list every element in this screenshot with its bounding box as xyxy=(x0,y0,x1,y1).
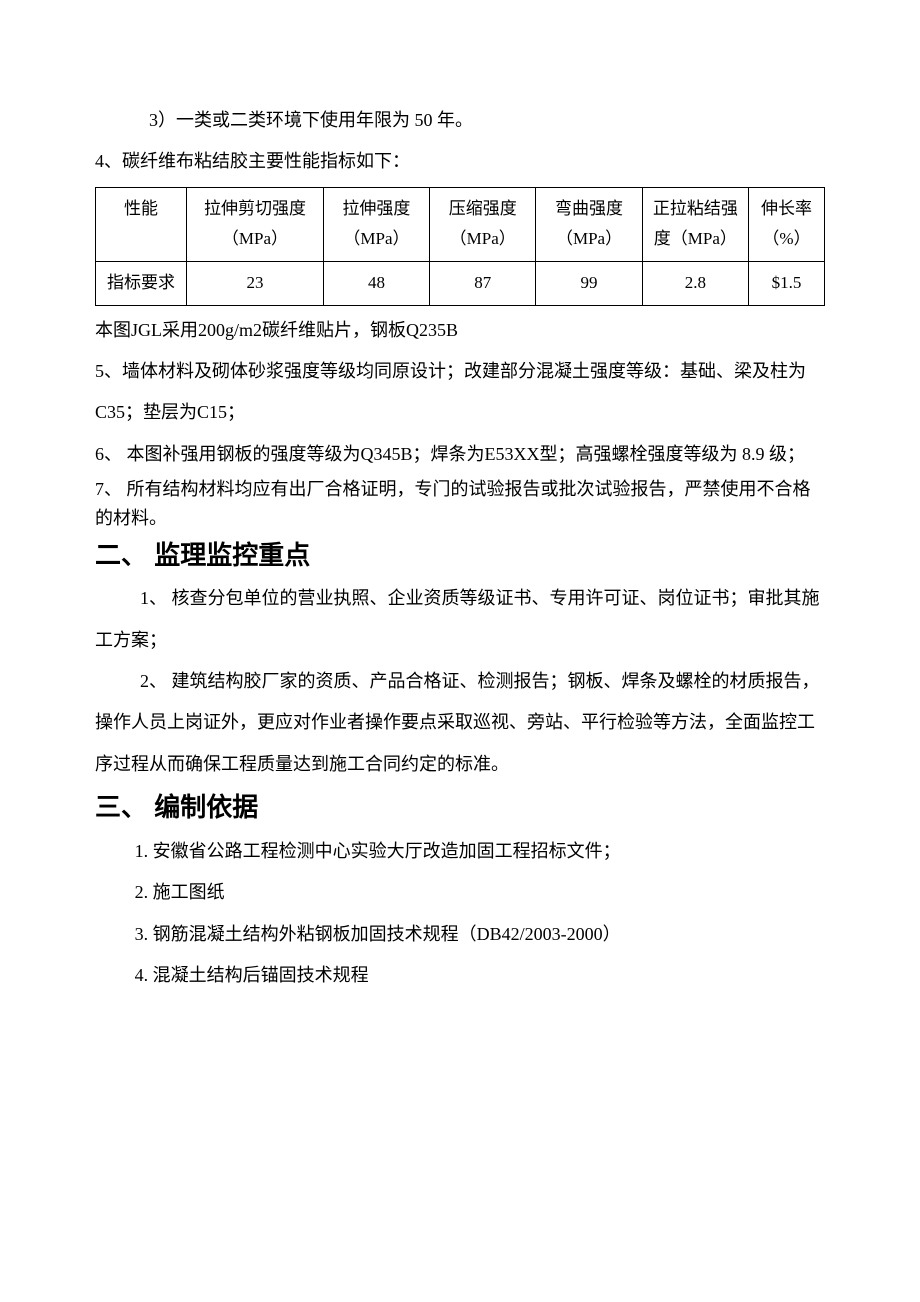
th-shear: 拉伸剪切强度（MPa） xyxy=(187,187,324,261)
td-shear: 23 xyxy=(187,261,324,305)
td-bending: 99 xyxy=(536,261,642,305)
th-compress: 压缩强度（MPa） xyxy=(430,187,536,261)
para-item-7: 7、 所有结构材料均应有出厂合格证明，专门的试验报告或批次试验报告，严禁使用不合… xyxy=(95,475,825,533)
heading-3: 三、 编制依据 xyxy=(95,787,825,829)
td-bond: 2.8 xyxy=(642,261,748,305)
td-elong: $1.5 xyxy=(748,261,824,305)
heading-2: 二、 监理监控重点 xyxy=(95,535,825,577)
td-compress: 87 xyxy=(430,261,536,305)
basis-item-2: 2. 施工图纸 xyxy=(95,872,825,913)
supervision-item-2: 2、 建筑结构胶厂家的资质、产品合格证、检测报告；钢板、焊条及螺栓的材质报告，操… xyxy=(95,661,825,785)
basis-item-3: 3. 钢筋混凝土结构外粘钢板加固技术规程（DB42/2003-2000） xyxy=(95,914,825,955)
para-item-4: 4、碳纤维布粘结胶主要性能指标如下： xyxy=(95,141,825,182)
para-item-5: 5、墙体材料及砌体砂浆强度等级均同原设计；改建部分混凝土强度等级：基础、梁及柱为… xyxy=(95,351,825,434)
td-tensile: 48 xyxy=(323,261,429,305)
th-tensile: 拉伸强度（MPa） xyxy=(323,187,429,261)
th-elong: 伸长率（%） xyxy=(748,187,824,261)
table-header-row: 性能 拉伸剪切强度（MPa） 拉伸强度（MPa） 压缩强度（MPa） 弯曲强度（… xyxy=(96,187,825,261)
basis-item-1: 1. 安徽省公路工程检测中心实验大厅改造加固工程招标文件； xyxy=(95,831,825,872)
supervision-item-1: 1、 核查分包单位的营业执照、企业资质等级证书、专用许可证、岗位证书；审批其施工… xyxy=(95,578,825,661)
para-item-6: 6、 本图补强用钢板的强度等级为Q345B；焊条为E53XX型；高强螺栓强度等级… xyxy=(95,434,825,475)
th-bending: 弯曲强度（MPa） xyxy=(536,187,642,261)
td-label: 指标要求 xyxy=(96,261,187,305)
basis-item-4: 4. 混凝土结构后锚固技术规程 xyxy=(95,955,825,996)
performance-table: 性能 拉伸剪切强度（MPa） 拉伸强度（MPa） 压缩强度（MPa） 弯曲强度（… xyxy=(95,187,825,306)
th-property: 性能 xyxy=(96,187,187,261)
para-item-3: 3）一类或二类环境下使用年限为 50 年。 xyxy=(95,100,825,141)
para-note-jgl: 本图JGL采用200g/m2碳纤维贴片，钢板Q235B xyxy=(95,310,825,351)
table-data-row: 指标要求 23 48 87 99 2.8 $1.5 xyxy=(96,261,825,305)
th-bond: 正拉粘结强度（MPa） xyxy=(642,187,748,261)
